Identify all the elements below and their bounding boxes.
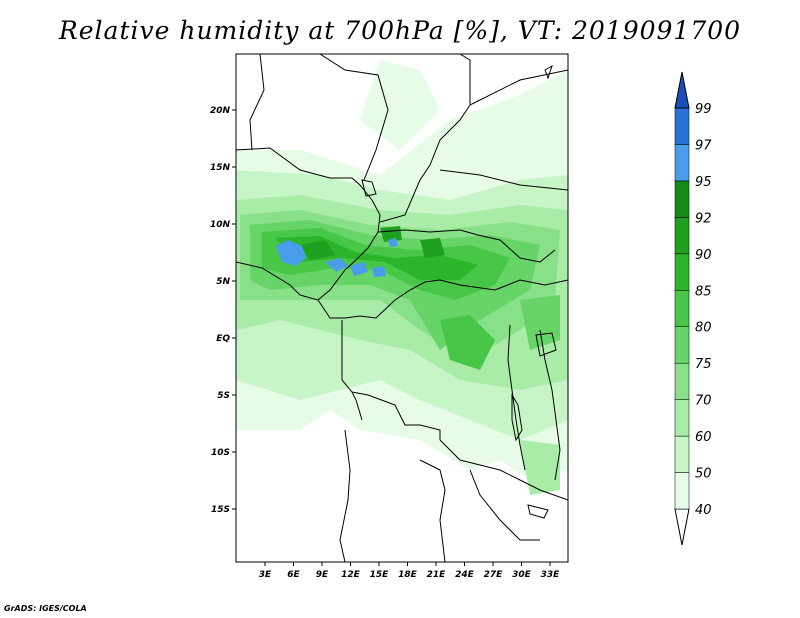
- lat-label: 10N: [210, 220, 231, 230]
- lat-label: EQ: [216, 334, 230, 344]
- colorbar-bin: [674, 472, 690, 510]
- lat-label: 15N: [210, 163, 231, 173]
- lat-label: 5N: [216, 277, 230, 287]
- lon-label: 33E: [541, 570, 561, 580]
- colorbar-label: 95: [695, 175, 712, 190]
- colorbar-label: 70: [695, 394, 712, 409]
- colorbar-bin: [674, 362, 690, 400]
- colorbar-label: 80: [695, 321, 712, 336]
- colorbar-bin: [674, 399, 690, 437]
- colorbar-bin: [674, 107, 690, 145]
- lon-label: 3E: [259, 570, 272, 580]
- humidity-field: [236, 60, 568, 495]
- lon-label: 24E: [455, 570, 475, 580]
- colorbar-label: 99: [695, 102, 712, 117]
- lat-label: 15S: [211, 505, 230, 515]
- colorbar-max-arrow: [674, 71, 690, 109]
- lat-label: 10S: [211, 448, 230, 458]
- colorbar-bin: [674, 217, 690, 255]
- colorbar-bin: [674, 144, 690, 182]
- lakes: [361, 64, 557, 519]
- lon-label: 30E: [512, 570, 532, 580]
- colorbar-label: 90: [695, 248, 712, 263]
- country-borders: [236, 54, 568, 562]
- colorbar: 40 50 60 70 75 80 85 90 92 95 97 99: [674, 71, 712, 546]
- colorbar-bin: [674, 290, 690, 327]
- colorbar-bin: [674, 326, 690, 364]
- lon-label: 15E: [370, 570, 390, 580]
- lon-label: 12E: [341, 570, 361, 580]
- colorbar-label: 75: [695, 357, 712, 372]
- colorbar-label: 50: [695, 467, 712, 482]
- lon-label: 27E: [484, 570, 504, 580]
- lat-label: 20N: [210, 106, 231, 116]
- colorbar-label: 85: [695, 284, 712, 299]
- colorbar-min-arrow: [674, 508, 690, 546]
- colorbar-label: 40: [695, 503, 712, 518]
- lat-label: 5S: [217, 391, 230, 401]
- lon-label: 18E: [398, 570, 418, 580]
- longitude-axis: 3E 6E 9E 12E 15E 18E 21E 24E 27E 30E 33E: [259, 562, 560, 580]
- map-frame: [235, 53, 569, 563]
- map-area: [235, 53, 569, 563]
- colorbar-label: 60: [695, 430, 712, 445]
- colorbar-label: 92: [695, 211, 712, 226]
- colorbar-bin: [674, 180, 690, 218]
- latitude-axis: 20N 15N 10N 5N EQ 5S 10S 15S: [210, 106, 236, 515]
- lon-label: 21E: [427, 570, 447, 580]
- colorbar-bin: [674, 435, 690, 473]
- colorbar-label: 97: [695, 138, 712, 153]
- lon-label: 9E: [316, 570, 329, 580]
- lon-label: 6E: [287, 570, 300, 580]
- colorbar-bin: [674, 253, 690, 291]
- map-title: Relative humidity at 700hPa [%], VT: 201…: [58, 16, 742, 45]
- grads-credit: GrADS: IGES/COLA: [4, 604, 87, 613]
